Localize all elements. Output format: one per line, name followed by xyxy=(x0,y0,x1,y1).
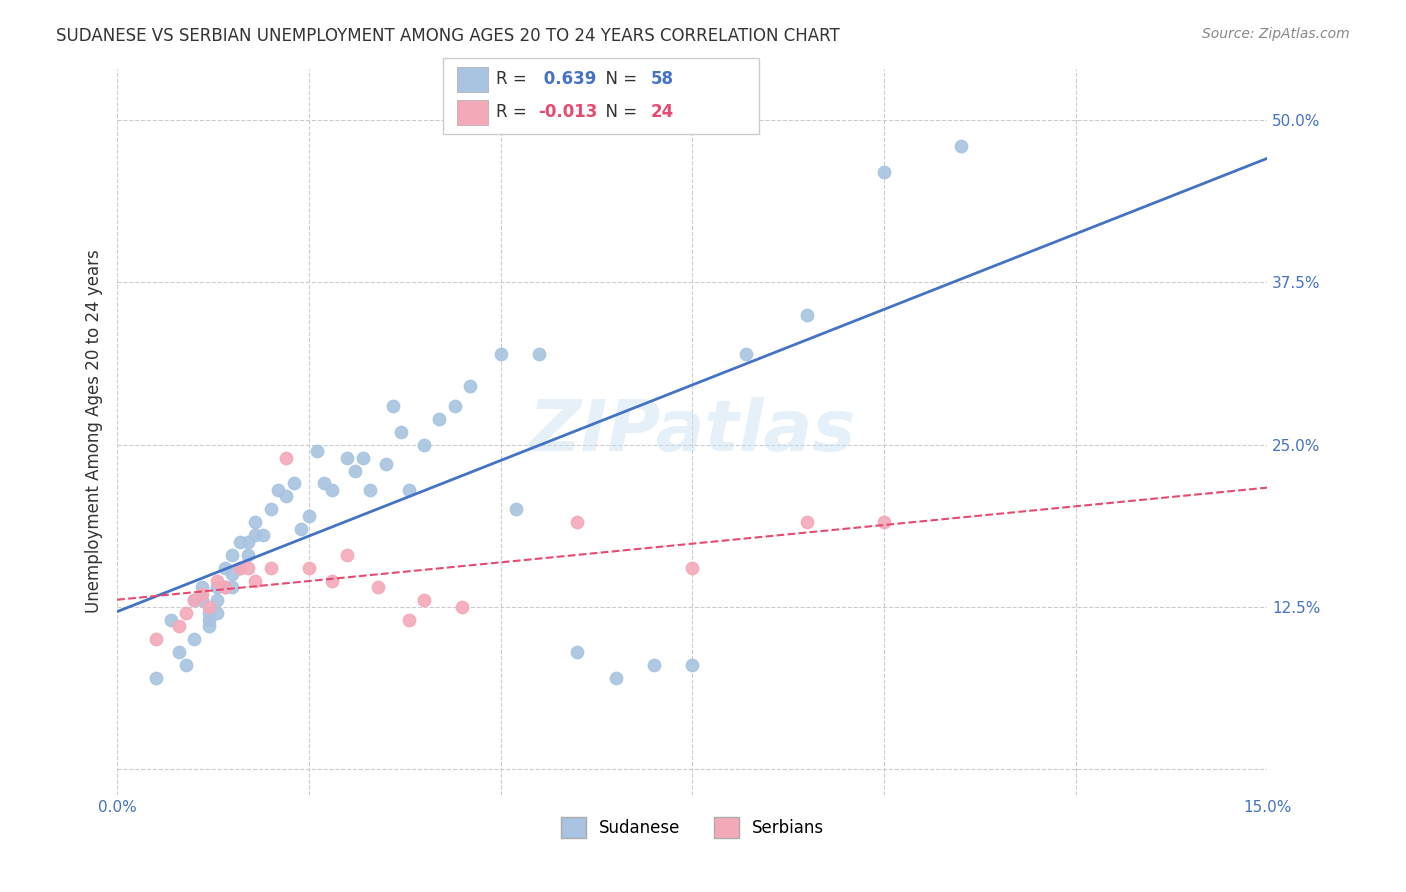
Point xyxy=(259,502,281,516)
Legend: Sudanese, Serbians: Sudanese, Serbians xyxy=(554,811,831,845)
Point xyxy=(259,561,281,575)
Text: 0.639: 0.639 xyxy=(538,70,598,88)
Point xyxy=(205,574,228,588)
Point xyxy=(458,379,481,393)
Point xyxy=(567,516,589,530)
Point xyxy=(873,516,896,530)
Point xyxy=(427,411,450,425)
Point xyxy=(336,548,359,562)
Point xyxy=(198,613,221,627)
Y-axis label: Unemployment Among Ages 20 to 24 years: Unemployment Among Ages 20 to 24 years xyxy=(86,250,103,614)
Point xyxy=(321,574,343,588)
Text: N =: N = xyxy=(595,103,643,121)
Point xyxy=(183,632,205,646)
Point xyxy=(352,450,374,465)
Point xyxy=(412,593,434,607)
Point xyxy=(205,580,228,594)
Point xyxy=(290,522,312,536)
Point xyxy=(183,593,205,607)
Point xyxy=(443,399,465,413)
Text: 24: 24 xyxy=(651,103,675,121)
Point xyxy=(314,476,336,491)
Point xyxy=(245,574,267,588)
Point xyxy=(145,632,167,646)
Point xyxy=(359,483,381,497)
Point xyxy=(374,457,396,471)
Point xyxy=(389,425,412,439)
Text: -0.013: -0.013 xyxy=(538,103,598,121)
Point xyxy=(245,528,267,542)
Point xyxy=(214,561,236,575)
Point xyxy=(283,476,305,491)
Point xyxy=(382,399,405,413)
Point xyxy=(198,619,221,633)
Point xyxy=(198,599,221,614)
Point xyxy=(229,534,252,549)
Point xyxy=(681,561,703,575)
Text: N =: N = xyxy=(595,70,643,88)
Point xyxy=(190,593,212,607)
Point xyxy=(735,347,758,361)
Point xyxy=(949,139,972,153)
Point xyxy=(398,613,420,627)
Point xyxy=(221,580,243,594)
Point xyxy=(145,671,167,685)
Point xyxy=(451,599,474,614)
Text: ZIPatlas: ZIPatlas xyxy=(529,397,856,467)
Point xyxy=(398,483,420,497)
Point xyxy=(567,645,589,659)
Text: Source: ZipAtlas.com: Source: ZipAtlas.com xyxy=(1202,27,1350,41)
Text: 58: 58 xyxy=(651,70,673,88)
Point xyxy=(343,463,366,477)
Point xyxy=(190,587,212,601)
Point xyxy=(267,483,290,497)
Point xyxy=(174,658,197,673)
Point xyxy=(873,165,896,179)
Point xyxy=(252,528,274,542)
Point xyxy=(489,347,512,361)
Text: SUDANESE VS SERBIAN UNEMPLOYMENT AMONG AGES 20 TO 24 YEARS CORRELATION CHART: SUDANESE VS SERBIAN UNEMPLOYMENT AMONG A… xyxy=(56,27,839,45)
Point xyxy=(167,645,190,659)
Point xyxy=(214,580,236,594)
Point xyxy=(174,606,197,620)
Point xyxy=(190,580,212,594)
Point xyxy=(167,619,190,633)
Point xyxy=(336,450,359,465)
Point xyxy=(198,606,221,620)
Point xyxy=(205,593,228,607)
Point xyxy=(245,516,267,530)
Point xyxy=(274,450,297,465)
Point xyxy=(605,671,627,685)
Point xyxy=(321,483,343,497)
Point xyxy=(229,561,252,575)
Point xyxy=(796,308,818,322)
Point xyxy=(643,658,665,673)
Point xyxy=(183,593,205,607)
Point xyxy=(298,508,321,523)
Point xyxy=(796,516,818,530)
Point xyxy=(221,567,243,582)
Point xyxy=(221,548,243,562)
Point xyxy=(298,561,321,575)
Point xyxy=(505,502,527,516)
Point xyxy=(160,613,183,627)
Point xyxy=(236,548,259,562)
Text: R =: R = xyxy=(496,103,533,121)
Point xyxy=(205,606,228,620)
Point xyxy=(527,347,550,361)
Point xyxy=(681,658,703,673)
Text: R =: R = xyxy=(496,70,533,88)
Point xyxy=(305,444,328,458)
Point xyxy=(236,561,259,575)
Point xyxy=(367,580,389,594)
Point xyxy=(229,561,252,575)
Point xyxy=(274,490,297,504)
Point xyxy=(236,534,259,549)
Point xyxy=(412,437,434,451)
Point xyxy=(214,580,236,594)
